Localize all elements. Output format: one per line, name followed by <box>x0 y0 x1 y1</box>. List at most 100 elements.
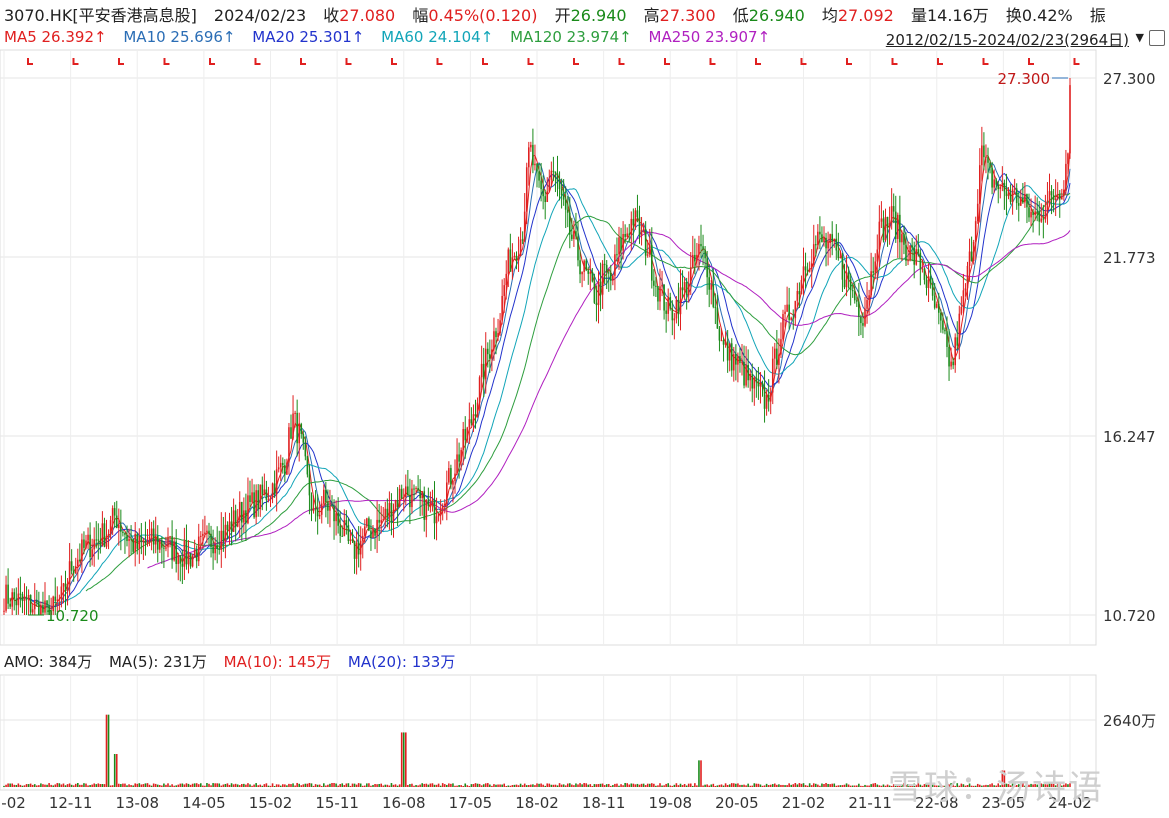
ticker-name[interactable]: 3070.HK[平安香港高息股] <box>4 6 197 25</box>
candle-body <box>776 348 778 365</box>
volume-bar <box>780 784 782 787</box>
event-marker <box>664 58 670 65</box>
candle-body <box>841 256 844 280</box>
volume-bar <box>253 784 255 787</box>
volume-bar <box>1020 783 1022 787</box>
candle-body <box>757 382 760 387</box>
event-marker <box>391 58 397 65</box>
volume-bar <box>1003 770 1006 787</box>
settings-box-icon[interactable] <box>1149 30 1165 46</box>
volume-bar <box>353 783 356 787</box>
volume-bar <box>757 783 760 787</box>
candle-body <box>132 538 134 552</box>
volume-bar <box>154 783 157 787</box>
volume-bar <box>259 784 262 787</box>
candle-body <box>550 170 553 180</box>
volume-bar <box>247 783 249 787</box>
volume-bar <box>208 783 210 787</box>
volume-bar <box>931 783 934 787</box>
volume-bar <box>528 785 530 787</box>
candle-body <box>821 234 823 243</box>
candle-body <box>659 286 661 302</box>
volume-bar <box>271 783 274 787</box>
candle-body <box>138 536 141 549</box>
volume-bar <box>538 783 540 787</box>
candle-body <box>724 341 727 345</box>
candle-body <box>876 249 879 262</box>
candle-body <box>868 295 870 301</box>
volume-bar <box>634 784 637 787</box>
candle-body <box>835 238 838 251</box>
candle-body <box>751 374 754 389</box>
volume-bar <box>150 785 153 787</box>
candle-body <box>298 423 300 444</box>
volume-bar <box>1054 785 1057 787</box>
candle-body <box>577 236 579 261</box>
candle-body <box>942 320 944 330</box>
volume-bar <box>929 783 932 787</box>
volume-bar <box>3 785 5 787</box>
candle-body <box>1065 163 1067 190</box>
close-label: 收 <box>323 6 340 25</box>
volume-value: 14.16万 <box>926 6 989 25</box>
event-marker <box>891 58 898 65</box>
volume-bar <box>569 783 571 787</box>
candle-body <box>612 275 614 281</box>
volume-bar <box>54 784 57 787</box>
volume-bar <box>249 784 251 787</box>
candle-body <box>1011 189 1014 202</box>
candle-body <box>243 510 245 523</box>
volume-bar <box>681 785 684 787</box>
volume-bar <box>821 783 823 787</box>
volume-bar <box>771 784 774 787</box>
candle-body <box>263 489 266 495</box>
volume-bar <box>776 784 778 787</box>
volume-bar <box>1056 783 1059 787</box>
volume-bar <box>72 785 75 787</box>
volume-bar <box>523 783 526 787</box>
candle-body <box>105 536 108 547</box>
event-marker <box>937 58 943 65</box>
volume-bar <box>665 783 667 787</box>
candle-body <box>146 543 149 545</box>
candle-body <box>708 277 710 290</box>
candle-body <box>870 271 872 296</box>
candle-body <box>864 308 866 326</box>
event-marker <box>573 58 579 65</box>
high-label: 高 <box>643 6 660 25</box>
candle-body <box>1005 191 1008 197</box>
candle-body <box>1046 200 1049 212</box>
candle-body <box>255 490 257 518</box>
volume-bar <box>624 782 626 787</box>
candle-body <box>825 237 827 249</box>
date-range-selector[interactable]: 2012/02/15-2024/02/23(2964日) <box>885 31 1129 49</box>
volume-bar <box>1058 783 1061 787</box>
candle-body <box>171 536 173 561</box>
volume-bar <box>921 785 924 787</box>
candle-body <box>544 196 546 203</box>
low-value: 26.940 <box>748 6 805 25</box>
volume-bar <box>1015 784 1018 787</box>
volume-bar <box>724 783 727 787</box>
volume-bar <box>739 784 741 787</box>
x-tick-label: 16-08 <box>382 794 426 812</box>
candle-body <box>847 272 850 280</box>
x-tick-label: 14-05 <box>182 794 226 812</box>
chevron-down-icon[interactable]: ▼ <box>1135 31 1144 44</box>
candle-body <box>501 295 503 321</box>
ma5-legend: MA5 26.392↑ <box>4 28 107 46</box>
candle-body <box>1034 211 1036 216</box>
candle-body <box>1069 85 1071 154</box>
volume-bar <box>101 784 104 787</box>
candle-body <box>156 535 159 550</box>
candle-body <box>241 502 243 523</box>
candle-body <box>429 503 432 506</box>
volume-bar <box>564 785 567 787</box>
volume-bar <box>566 783 569 787</box>
candle-body <box>599 281 602 295</box>
candle-body <box>919 252 922 270</box>
candle-body <box>556 173 559 182</box>
candle-body <box>361 535 364 541</box>
candle-body <box>122 531 124 533</box>
